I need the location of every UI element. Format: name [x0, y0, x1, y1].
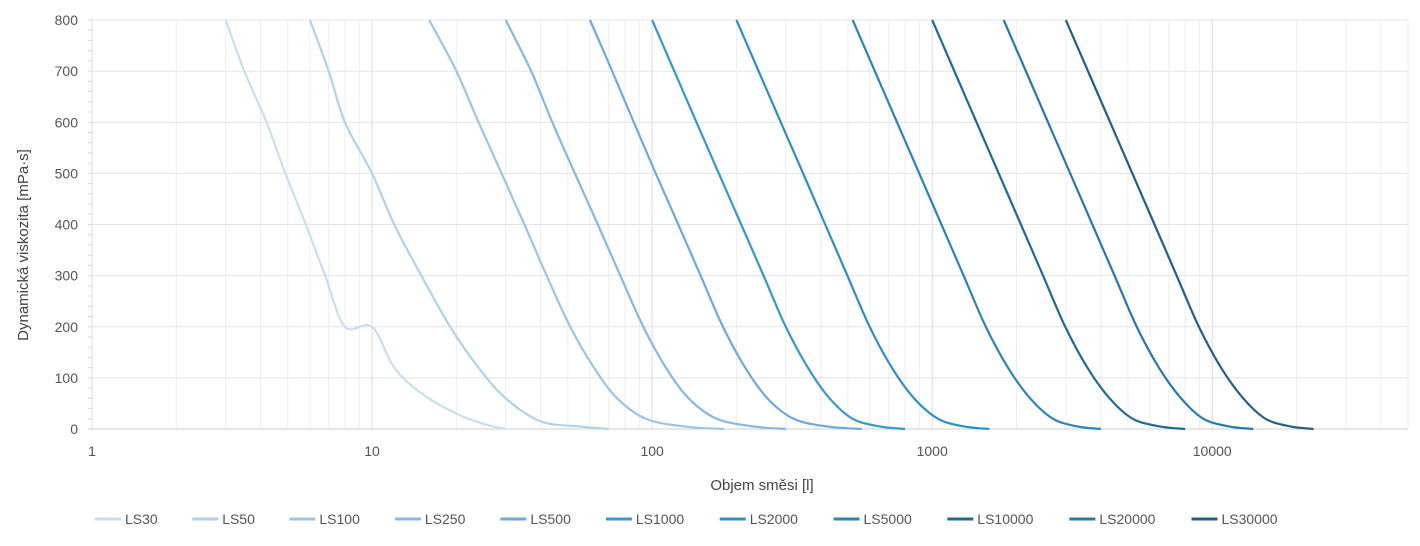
series-line-ls500 [588, 19, 862, 431]
series-line-ls250 [504, 19, 786, 431]
series-line-ls100 [428, 19, 724, 431]
y-tick-label: 700 [55, 63, 79, 79]
major-gridlines [91, 19, 1408, 430]
series-line-ls5000 [851, 19, 1101, 431]
legend-item: LS2000 [719, 511, 798, 527]
legend-item: LS5000 [833, 511, 912, 527]
legend-item: LS250 [394, 511, 466, 527]
legend-label: LS100 [319, 511, 360, 527]
legend-label: LS1000 [636, 511, 684, 527]
y-tick-label: 0 [70, 421, 78, 437]
series-line-ls10000 [931, 19, 1186, 431]
legend-label: LS5000 [864, 511, 912, 527]
legend-label: LS10000 [977, 511, 1033, 527]
series-line-ls30 [224, 19, 506, 431]
y-axis-title: Dynamická viskozita [mPa·s] [15, 149, 32, 341]
x-tick-label: 100 [640, 443, 664, 459]
series-line-ls1000 [651, 19, 906, 431]
legend-label: LS500 [530, 511, 571, 527]
legend-item: LS20000 [1069, 511, 1156, 527]
x-tick-label: 10 [364, 443, 380, 459]
x-tick-label: 1 [88, 443, 96, 459]
series-line-ls20000 [1002, 19, 1254, 431]
x-axis-title: Objem směsi [l] [710, 477, 813, 494]
series-line-ls50 [308, 19, 609, 431]
y-tick-label: 200 [55, 319, 79, 335]
axes [88, 19, 1408, 430]
x-tick-label: 10000 [1193, 443, 1232, 459]
x-tick-label: 1000 [917, 443, 948, 459]
legend-item: LS30000 [1191, 511, 1278, 527]
y-tick-labels: 0 100 200 300 400 500 600 700 800 [55, 12, 79, 437]
y-tick-label: 500 [55, 165, 79, 181]
legend-item: LS500 [500, 511, 571, 527]
legend: LS30 LS50 LS100 LS250 LS500 LS1000 LS2000 LS500… [95, 511, 1278, 527]
legend-label: LS2000 [750, 511, 798, 527]
series-lines [224, 19, 1314, 431]
legend-label: LS30 [125, 511, 158, 527]
legend-item: LS10000 [947, 511, 1034, 527]
legend-label: LS50 [222, 511, 255, 527]
y-tick-label: 600 [55, 114, 79, 130]
legend-item: LS1000 [605, 511, 684, 527]
legend-item: LS30 [95, 511, 158, 527]
legend-label: LS250 [425, 511, 466, 527]
y-tick-label: 300 [55, 268, 79, 284]
series-line-ls30000 [1064, 19, 1314, 431]
legend-label: LS20000 [1099, 511, 1155, 527]
y-tick-label: 100 [55, 370, 79, 386]
legend-item: LS100 [289, 511, 360, 527]
x-tick-labels: 1 10 100 1000 10000 [88, 443, 1232, 459]
y-tick-label: 800 [55, 12, 79, 28]
legend-label: LS30000 [1222, 511, 1278, 527]
series-line-ls2000 [735, 19, 990, 431]
y-tick-label: 400 [55, 217, 79, 233]
legend-item: LS50 [192, 511, 255, 527]
